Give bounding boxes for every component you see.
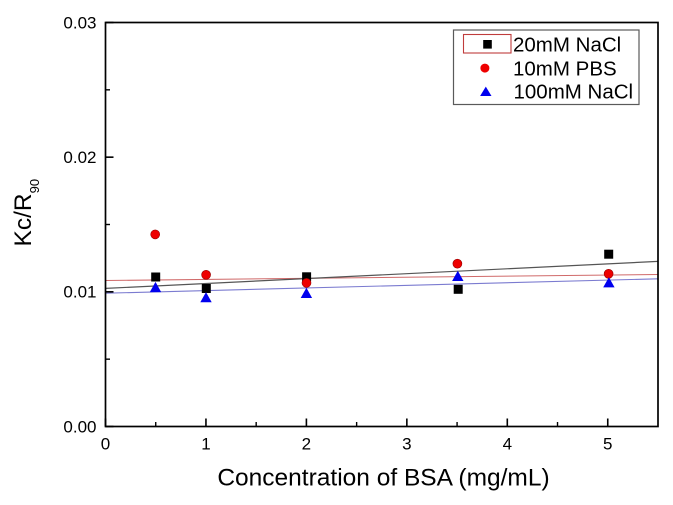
svg-text:20mM NaCl: 20mM NaCl [513, 34, 621, 57]
svg-text:Concentration of BSA (mg/mL): Concentration of BSA (mg/mL) [217, 465, 549, 492]
svg-text:4: 4 [503, 435, 512, 454]
svg-text:5: 5 [603, 435, 612, 454]
svg-text:0.01: 0.01 [63, 283, 96, 302]
svg-text:0.00: 0.00 [63, 417, 96, 436]
svg-text:Kc/R90: Kc/R90 [10, 179, 42, 247]
svg-text:0.03: 0.03 [63, 13, 96, 32]
svg-text:0: 0 [101, 435, 110, 454]
svg-text:100mM NaCl: 100mM NaCl [514, 80, 634, 103]
svg-text:2: 2 [302, 435, 311, 454]
svg-text:10mM PBS: 10mM PBS [513, 57, 617, 80]
svg-text:0.02: 0.02 [63, 148, 96, 167]
svg-text:1: 1 [201, 435, 210, 454]
svg-text:3: 3 [402, 435, 411, 454]
